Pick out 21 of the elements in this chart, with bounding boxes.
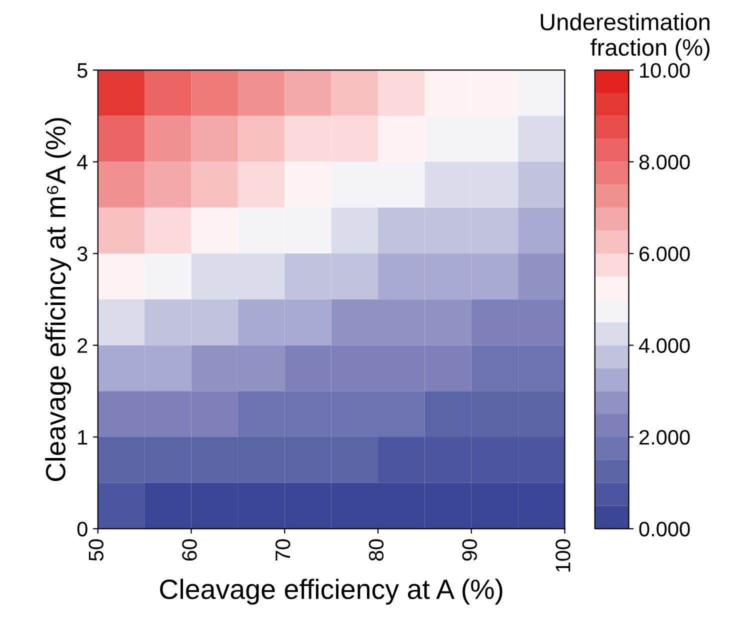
- color-bar-label: 2.000: [640, 430, 690, 445]
- x-tick-label: 80: [368, 539, 384, 561]
- color-bar-label: 0.000: [639, 522, 690, 536]
- color-bar-title: Underestimation fraction (%): [540, 13, 710, 61]
- y-tick-label: 2: [78, 338, 88, 353]
- y-tick-label: 5: [77, 63, 88, 78]
- y-tick-label: 1: [78, 430, 88, 445]
- color-bar-label: 4.000: [638, 338, 690, 354]
- color-bar-label: 10.00: [640, 63, 690, 78]
- y-tick-label: 0: [77, 522, 88, 536]
- x-tick-label: 100: [556, 539, 570, 572]
- x-tick-label: 50: [88, 539, 104, 561]
- y-tick-label: 3: [77, 246, 88, 262]
- y-axis-title: Cleavage efficincy at m⁶A (%): [45, 118, 72, 481]
- x-axis-title: Cleavage efficiency at A (%): [160, 578, 502, 605]
- x-tick-label: 70: [275, 539, 290, 561]
- x-tick-label: 60: [182, 539, 197, 561]
- color-bar-label: 6.000: [640, 246, 690, 262]
- color-bar-label: 8.000: [639, 154, 690, 170]
- y-tick-label: 4: [77, 155, 88, 170]
- x-tick-label: 90: [462, 539, 477, 561]
